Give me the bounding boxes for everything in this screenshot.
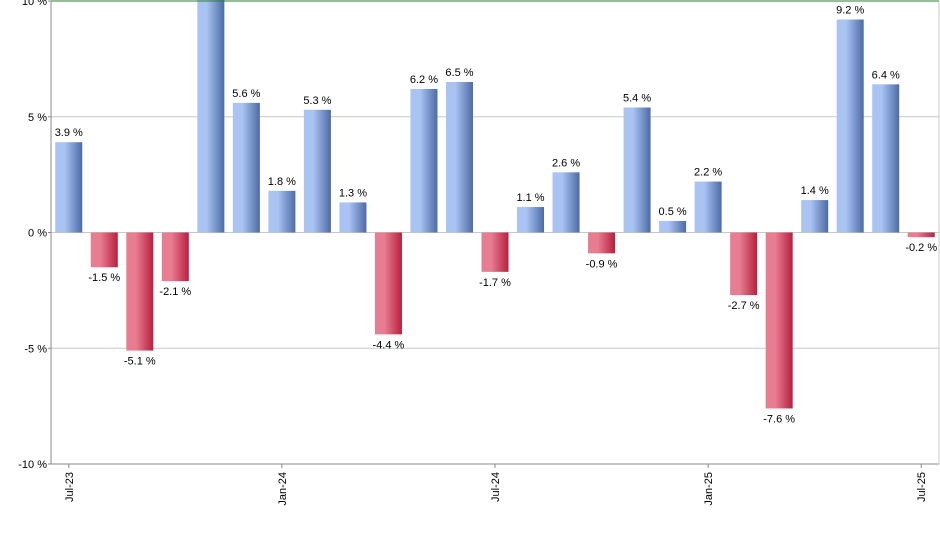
bar: [374, 232, 402, 335]
bar: [197, 0, 225, 233]
bar: [445, 82, 473, 233]
y-tick-label: 5 %: [28, 112, 47, 124]
data-label: -1.5 %: [88, 272, 120, 284]
bar: [730, 232, 758, 296]
bar: [517, 207, 545, 233]
data-label: 2.6 %: [552, 157, 580, 169]
x-tick-label: Jul-24: [490, 472, 502, 502]
bar: [161, 232, 189, 282]
y-tick-label: 0 %: [28, 228, 47, 240]
data-label: 5.3 %: [303, 95, 331, 107]
data-label: 6.4 %: [872, 69, 900, 81]
bar: [588, 232, 616, 254]
bar: [836, 19, 864, 233]
data-label: 1.3 %: [339, 187, 367, 199]
data-label: 5.6 %: [232, 88, 260, 100]
data-label: 1.4 %: [801, 185, 829, 197]
bar: [232, 102, 260, 233]
bars: [55, 0, 935, 409]
data-label: 1.8 %: [268, 176, 296, 188]
x-tick-label: Jan-24: [277, 472, 289, 506]
bar: [801, 200, 829, 233]
data-label: 9.2 %: [836, 5, 864, 17]
bar: [268, 190, 296, 233]
data-label: 6.5 %: [445, 67, 473, 79]
bar: [552, 172, 580, 233]
bar: [872, 84, 900, 233]
y-tick-label: -10 %: [18, 459, 47, 471]
bar: [694, 181, 722, 233]
data-label: -0.9 %: [586, 258, 618, 270]
data-label: 6.2 %: [410, 74, 438, 86]
data-label: -2.7 %: [728, 300, 760, 312]
x-tick-label: Jul-23: [64, 472, 76, 502]
x-tick-label: Jan-25: [703, 472, 715, 506]
bar: [339, 202, 367, 233]
bar: [410, 88, 438, 233]
data-label: 0.5 %: [659, 206, 687, 218]
y-tick-label: -5 %: [24, 343, 47, 355]
bar: [90, 232, 118, 268]
data-labels: 3.9 %-1.5 %-5.1 %-2.1 %10.8 %5.6 %1.8 %5…: [55, 5, 938, 426]
data-label: -2.1 %: [159, 286, 191, 298]
bar: [623, 107, 651, 233]
bar: [126, 232, 154, 351]
bar: [55, 142, 83, 233]
data-label: 3.9 %: [55, 127, 83, 139]
data-label: 2.2 %: [694, 167, 722, 179]
data-label: -4.4 %: [373, 339, 405, 351]
data-label: -0.2 %: [905, 242, 937, 254]
data-label: 5.4 %: [623, 92, 651, 104]
bar: [481, 232, 509, 272]
data-label: -1.7 %: [479, 277, 511, 289]
data-label: 1.1 %: [516, 192, 544, 204]
bar: [303, 109, 331, 233]
bar: [765, 232, 793, 409]
bar: [659, 220, 687, 233]
y-tick-label: 10 %: [22, 0, 47, 8]
axes: 10 % 5 % 0 % -5 % -10 % Jul-23 Jan-24 Jul-24 Jan…: [18, 0, 940, 506]
bar: [907, 232, 935, 238]
x-tick-label: Jul-25: [916, 472, 928, 502]
data-label: -5.1 %: [124, 356, 156, 368]
data-label: -7.6 %: [763, 413, 795, 425]
